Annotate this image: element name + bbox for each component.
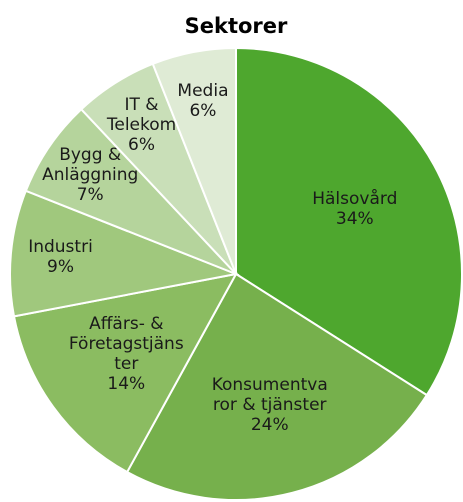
- pie-slice: [125, 272, 429, 501]
- category-label: Media: [177, 80, 229, 101]
- category-label: Konsumentvaror & tjänster: [211, 375, 328, 416]
- slice-label-box: Bygg & Anläggning 7%: [30, 130, 150, 220]
- category-label: Bygg & Anläggning: [42, 144, 139, 185]
- slice-label-box: Media 6%: [143, 56, 263, 146]
- slice-label-box: Hälsovård 34%: [295, 164, 415, 254]
- value-label: 24%: [250, 415, 289, 436]
- slice-label-box: Industri 9%: [1, 212, 121, 302]
- category-label: Industri: [28, 237, 93, 258]
- category-label: Hälsovård: [312, 188, 398, 209]
- pie-slice: [151, 46, 237, 275]
- slice-label-box: IT & Telekom 6%: [82, 80, 202, 170]
- value-label: 9%: [47, 257, 74, 278]
- pie-slice: [12, 272, 238, 474]
- value-label: 34%: [335, 208, 374, 229]
- value-label: 6%: [189, 100, 217, 121]
- value-label: 6%: [128, 135, 156, 156]
- value-label: 7%: [76, 184, 104, 205]
- chart-title: Sektorer: [185, 14, 288, 38]
- slice-label-box: Affärs- & Företagstjänster 14%: [66, 309, 186, 399]
- category-label: Affärs- & Företagstjänster: [68, 313, 184, 374]
- pie-slice: [235, 46, 463, 397]
- slice-label-box: Konsumentvaror & tjänster 24%: [210, 360, 330, 450]
- value-label: 14%: [107, 373, 146, 394]
- pie-slice: [9, 189, 240, 318]
- category-label: IT & Telekom: [106, 95, 177, 136]
